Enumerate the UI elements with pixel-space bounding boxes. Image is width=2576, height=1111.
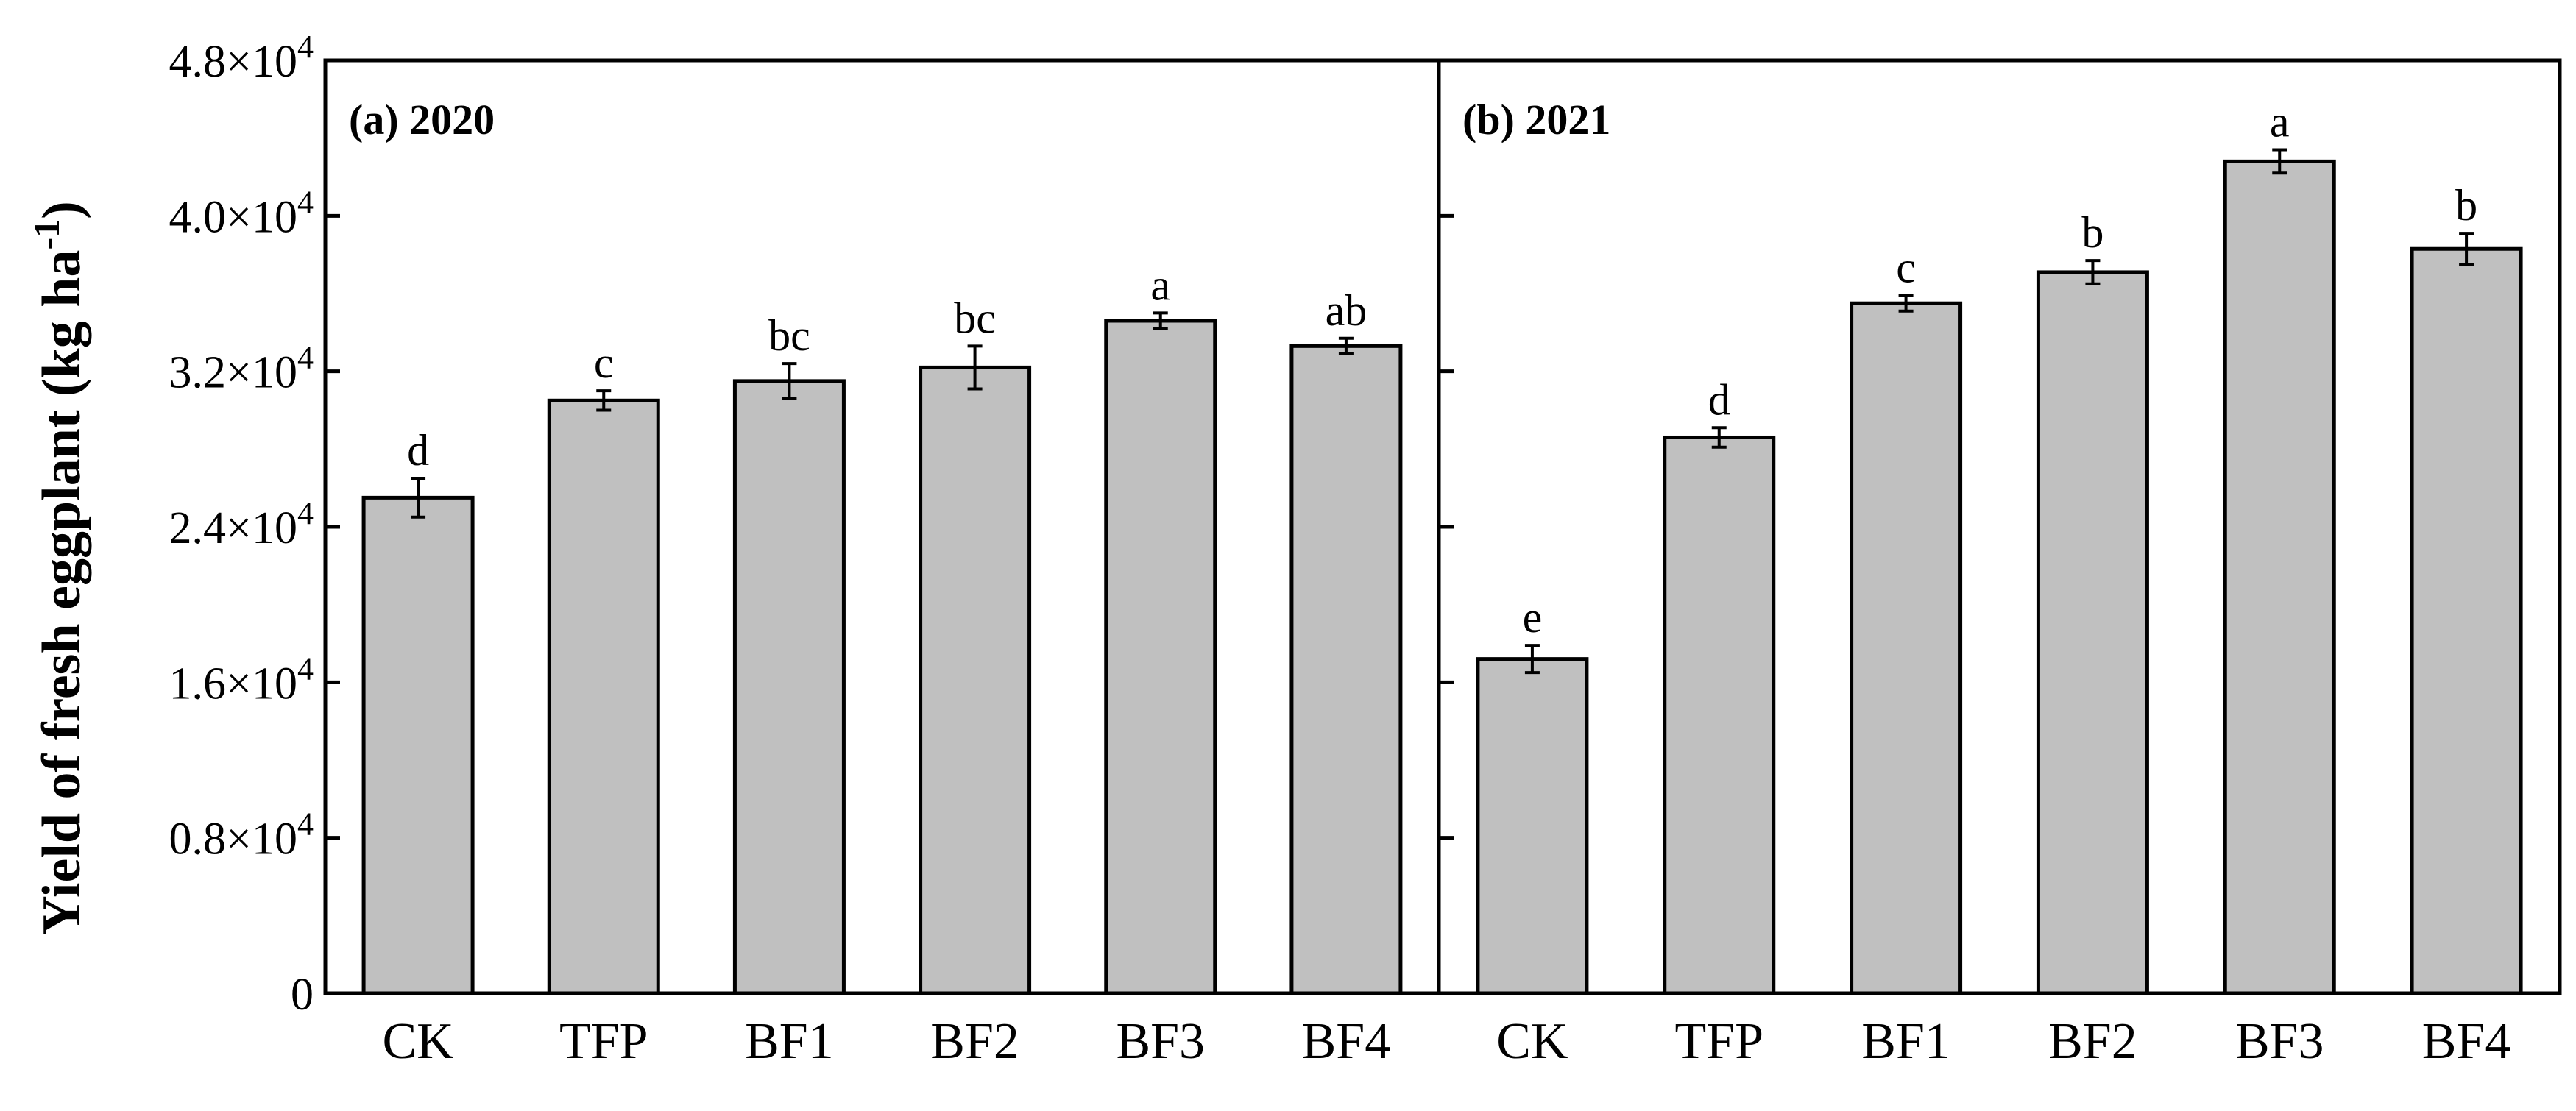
y-tick-label: 0.8×104 — [169, 806, 314, 865]
x-category-label: TFP — [559, 1013, 648, 1070]
bar-bf4 — [2410, 246, 2523, 995]
panel-title: (a) 2020 — [349, 96, 495, 143]
plot-area: 0 0.8×104 1.6×104 2.4×104 3.2×104 4.0×104 4.8×… — [169, 29, 2562, 1070]
bar-bf2 — [919, 365, 1032, 995]
significance-letter: ab — [1326, 286, 1367, 335]
significance-letter: b — [2081, 208, 2103, 257]
bar-bf3 — [1104, 319, 1217, 995]
x-category-label: TFP — [1674, 1013, 1763, 1070]
significance-letter: c — [1896, 244, 1916, 292]
significance-letter: bc — [768, 311, 810, 360]
y-tick-label: 3.2×104 — [169, 340, 314, 398]
y-axis-title-close: ) — [32, 201, 92, 219]
y-tick-label: 4.8×104 — [169, 29, 314, 87]
significance-letter: e — [1523, 593, 1543, 642]
bar-ck — [1476, 657, 1589, 995]
bar-bf2 — [2036, 270, 2149, 995]
bar-tfp — [547, 398, 660, 995]
x-category-label: BF4 — [1302, 1013, 1391, 1070]
y-tick-label: 1.6×104 — [169, 650, 314, 709]
x-category-label: BF4 — [2422, 1013, 2511, 1070]
significance-letter: a — [1150, 260, 1170, 309]
y-tick-label: 2.4×104 — [169, 495, 314, 553]
x-category-label: BF3 — [2235, 1013, 2324, 1070]
x-category-label: BF3 — [1116, 1013, 1205, 1070]
significance-letter: d — [407, 426, 429, 475]
y-axis-title-main: Yield of fresh eggplant (kg ha — [32, 250, 92, 935]
bar-tfp — [1663, 435, 1776, 995]
x-category-label: BF1 — [1861, 1013, 1950, 1070]
y-tick-label: 0 — [291, 970, 314, 1020]
y-tick-label: 4.0×104 — [169, 184, 314, 242]
x-category-label: BF2 — [930, 1013, 1019, 1070]
bar-bf3 — [2223, 159, 2336, 995]
significance-letter: b — [2455, 181, 2477, 230]
significance-letter: bc — [954, 294, 996, 342]
significance-letter: d — [1708, 375, 1730, 424]
x-category-label: BF2 — [2048, 1013, 2137, 1070]
bar-bf1 — [1850, 301, 1963, 995]
y-axis-title-superscript: -1 — [26, 219, 67, 250]
x-category-label: CK — [1496, 1013, 1568, 1070]
panel-title: (b) 2021 — [1462, 96, 1610, 143]
significance-letter: a — [2270, 98, 2290, 146]
x-category-label: CK — [382, 1013, 453, 1070]
y-axis-title: Yield of fresh eggplant (kg ha-1) — [26, 201, 92, 935]
bar-ck — [361, 495, 475, 995]
bar-bf4 — [1289, 344, 1403, 995]
bar-bf1 — [732, 379, 846, 995]
significance-letter: c — [594, 338, 614, 387]
x-category-label: BF1 — [745, 1013, 834, 1070]
